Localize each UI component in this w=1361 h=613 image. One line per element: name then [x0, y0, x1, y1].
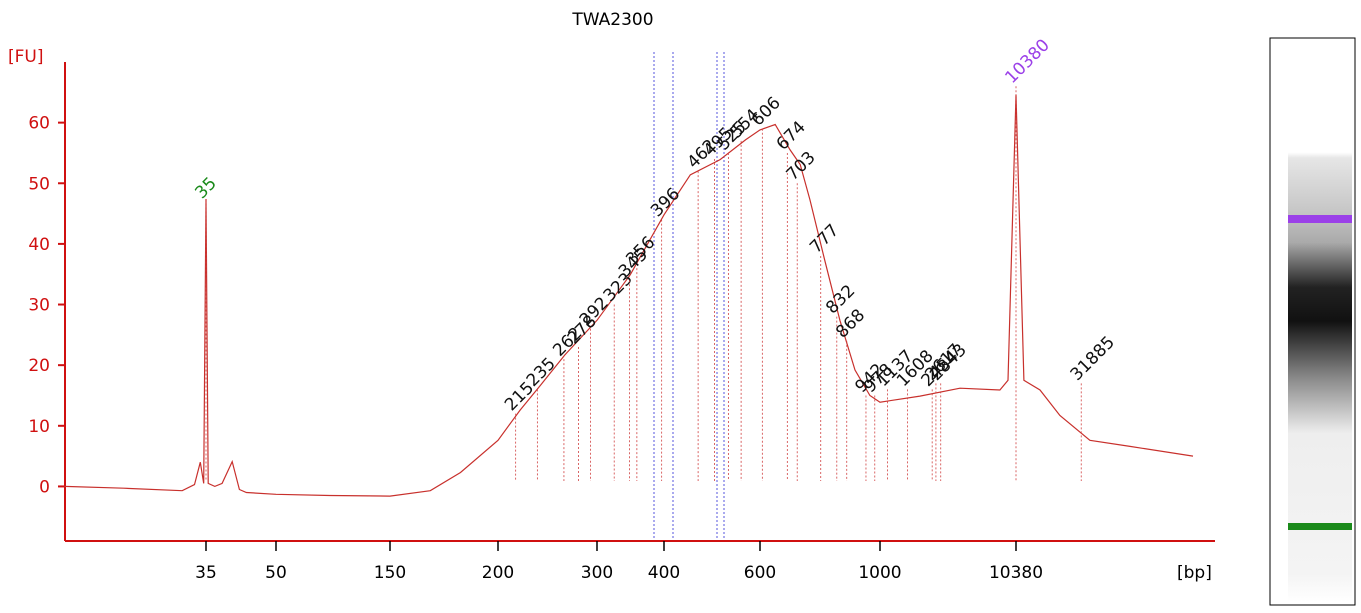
reference-lines — [653, 52, 725, 541]
y-tick-label: 10 — [28, 417, 50, 437]
peak-label: 396 — [647, 184, 684, 221]
y-tick-label: 0 — [39, 477, 50, 497]
x-tick-label: 10380 — [989, 563, 1043, 583]
x-tick-label: 35 — [195, 563, 217, 583]
x-tick-label: 150 — [374, 563, 406, 583]
x-tick-label: 50 — [265, 563, 287, 583]
x-tick-label: 1000 — [858, 563, 901, 583]
gel-lane — [1269, 37, 1356, 606]
x-axis-label: [bp] — [1177, 563, 1212, 583]
y-tick-label: 30 — [28, 296, 50, 316]
chart-title: TWA2300 — [571, 10, 653, 30]
y-tick-label: 60 — [28, 114, 50, 134]
trace-line — [64, 94, 1194, 497]
x-tick-label: 300 — [581, 563, 613, 583]
peak-label: 703 — [783, 148, 820, 185]
y-tick-label: 40 — [28, 235, 50, 255]
x-tick-label: 400 — [648, 563, 680, 583]
peak-label: 31885 — [1067, 332, 1119, 384]
peak-label: 35 — [191, 174, 220, 203]
x-tick-label: 600 — [744, 563, 776, 583]
peak-label: 10380 — [1001, 35, 1053, 87]
x-tick-label: 200 — [482, 563, 514, 583]
y-tick-label: 20 — [28, 356, 50, 376]
peak-label: 777 — [806, 220, 843, 257]
y-axis-label: [FU] — [8, 47, 44, 67]
y-tick-label: 50 — [28, 174, 50, 194]
